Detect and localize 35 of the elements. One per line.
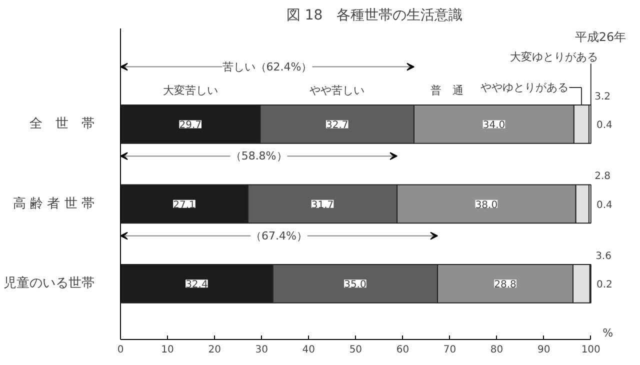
- data-label: 3.6: [596, 250, 612, 262]
- data-label: 32.7: [326, 120, 348, 132]
- series-label: 普 通: [430, 84, 464, 98]
- x-tick-label: 40: [302, 344, 316, 356]
- x-tick-label: 90: [537, 344, 550, 356]
- data-label: 27.1: [173, 200, 196, 211]
- x-tick-label: 70: [443, 344, 456, 356]
- x-tick-label: 60: [396, 344, 410, 356]
- series-label: ややゆとりがある: [480, 81, 568, 94]
- x-tick-label: 100: [581, 344, 600, 356]
- annotation: （58.8%）: [230, 150, 288, 163]
- annotation: 苦しい（62.4%）: [222, 60, 312, 74]
- series-label: やや苦しい: [310, 84, 365, 98]
- text: 大変ゆとりがある: [510, 50, 598, 64]
- data-label: 34.0: [482, 120, 506, 132]
- x-tick-label: 20: [208, 344, 221, 356]
- data-label: 2.8: [594, 171, 611, 182]
- data-label: 28.8: [494, 280, 516, 291]
- data-label: 3.2: [594, 91, 611, 102]
- chart-title: 図 18 各種世帯の生活意識: [286, 8, 463, 24]
- x-axis-title: %: [602, 326, 614, 340]
- series-label: 大変苦しい: [162, 84, 218, 98]
- annotation: 平成26年: [574, 30, 626, 44]
- y-tick-label: 高 齢 者 世 帯: [12, 195, 94, 212]
- y-tick-label: 全 世 帯: [30, 116, 94, 132]
- x-tick-label: 50: [349, 344, 362, 356]
- data-label: 0.4: [596, 120, 612, 132]
- data-label: 0.4: [596, 200, 612, 211]
- x-tick-label: 80: [490, 344, 504, 356]
- x-tick-label: 0: [117, 344, 124, 356]
- x-tick-label: 10: [161, 344, 174, 356]
- annotation: （67.4%）: [250, 229, 308, 242]
- x-tick-label: 30: [255, 344, 268, 356]
- data-label: 0.2: [596, 280, 612, 291]
- y-tick-label: 児童のいる世帯: [4, 275, 94, 292]
